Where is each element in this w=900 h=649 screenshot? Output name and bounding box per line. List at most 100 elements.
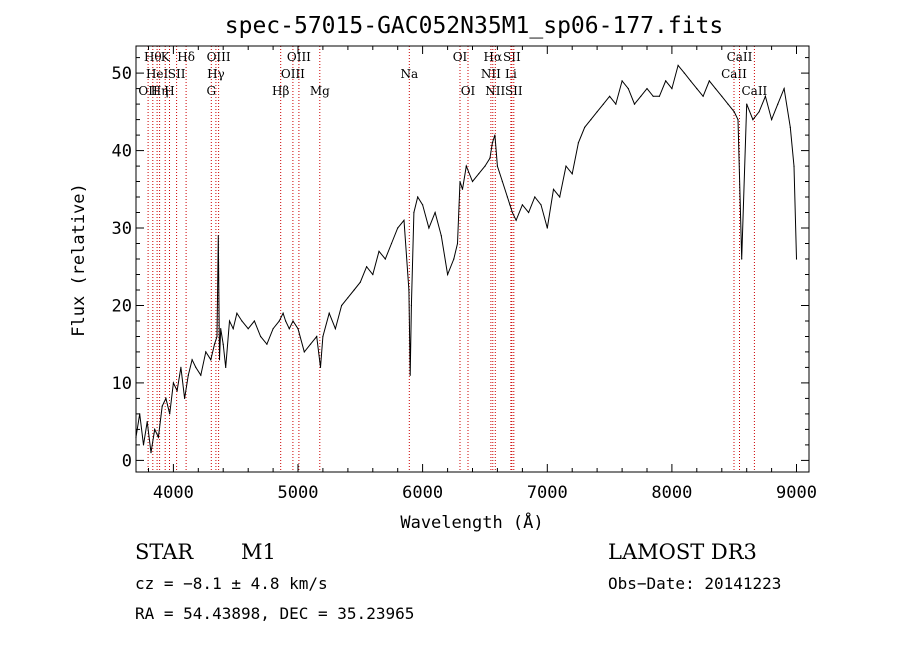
data-point — [165, 397, 167, 399]
data-point — [409, 374, 411, 376]
data-point — [721, 95, 723, 97]
x-tick-label: 6000 — [402, 483, 443, 503]
line-label: Na — [400, 67, 418, 81]
data-point — [410, 304, 412, 307]
data-point — [146, 421, 148, 423]
data-point — [752, 119, 754, 121]
y-tick-label: 30 — [112, 219, 132, 239]
data-point — [403, 219, 405, 221]
data-point — [408, 289, 410, 291]
x-tick-label: 7000 — [527, 483, 568, 503]
data-point — [501, 180, 503, 183]
data-point — [540, 204, 542, 206]
data-point — [602, 103, 605, 105]
x-tick-label: 5000 — [278, 483, 319, 503]
data-point — [236, 312, 238, 314]
data-point — [210, 359, 212, 361]
data-point — [218, 359, 221, 361]
data-point — [677, 64, 679, 66]
data-point — [690, 80, 692, 82]
data-point — [640, 95, 642, 97]
data-point — [205, 351, 207, 353]
x-tick-label: 8000 — [651, 483, 692, 503]
data-point — [428, 227, 430, 229]
data-point — [154, 428, 156, 430]
data-point — [316, 335, 318, 338]
data-point — [491, 142, 493, 144]
data-point — [683, 72, 686, 74]
data-point — [496, 165, 498, 167]
data-point — [180, 366, 182, 368]
line-label: OI — [453, 50, 468, 64]
line-label: OIII — [207, 50, 231, 64]
y-tick-label: 40 — [112, 142, 132, 162]
line-label: CaII — [727, 50, 753, 64]
data-point — [737, 119, 739, 121]
data-point — [309, 343, 312, 345]
line-label: Hθ — [144, 50, 162, 64]
line-label: K — [161, 50, 171, 64]
data-point — [565, 165, 567, 167]
data-point — [515, 219, 517, 221]
series-line-flux — [135, 64, 797, 453]
data-point — [334, 328, 336, 330]
data-point — [253, 320, 255, 322]
data-point — [764, 95, 767, 97]
data-point — [378, 250, 380, 252]
data-point — [702, 95, 704, 97]
data-point — [422, 204, 424, 206]
data-point — [222, 343, 224, 345]
line-label: CaII — [721, 67, 747, 81]
coordinates: RA = 54.43898, DEC = 35.23965 — [135, 604, 415, 623]
redshift-cz: cz = −8.1 ± 4.8 km/s — [135, 574, 328, 593]
line-label: SII — [168, 67, 186, 81]
data-point — [216, 335, 218, 338]
data-point — [783, 88, 785, 90]
y-tick-label: 0 — [122, 451, 132, 471]
data-point — [727, 103, 729, 105]
data-point — [328, 312, 330, 314]
data-point — [714, 88, 717, 90]
data-point — [225, 366, 227, 368]
data-point — [341, 304, 343, 307]
data-point — [195, 366, 197, 368]
data-point — [506, 196, 508, 198]
line-label: Hη — [151, 84, 169, 98]
data-point — [777, 103, 779, 105]
data-point — [161, 405, 163, 407]
line-label: OIII — [287, 50, 311, 64]
data-point — [150, 452, 152, 454]
line-label: H — [164, 84, 174, 98]
data-point — [191, 359, 193, 361]
line-label: CaII — [741, 84, 767, 98]
data-point — [176, 390, 178, 392]
y-tick-label: 50 — [112, 64, 132, 84]
data-point — [278, 320, 280, 322]
line-label: Hβ — [272, 84, 289, 98]
data-point — [319, 366, 322, 368]
y-axis-label: Flux (relative) — [69, 183, 89, 337]
data-point — [571, 173, 573, 175]
x-axis-label: Wavelength (Å) — [400, 511, 543, 533]
data-point — [413, 211, 415, 214]
object-class: STAR — [135, 540, 194, 564]
data-point — [282, 312, 284, 314]
line-label: OIII — [281, 67, 305, 81]
data-point — [417, 196, 419, 198]
data-point — [260, 335, 262, 338]
data-point — [213, 343, 216, 345]
data-point — [456, 242, 459, 245]
data-point — [434, 211, 436, 214]
data-point — [266, 343, 268, 345]
data-point — [621, 80, 623, 82]
data-point — [247, 328, 249, 330]
line-label: Mg — [310, 84, 330, 98]
data-point — [288, 328, 290, 330]
plot-frame — [135, 45, 810, 473]
data-point — [172, 382, 174, 384]
data-point — [187, 374, 189, 376]
data-point — [471, 180, 474, 183]
data-point — [228, 320, 231, 322]
data-point — [447, 273, 449, 276]
y-axis: 0 10 20 30 40 50 — [112, 57, 809, 471]
